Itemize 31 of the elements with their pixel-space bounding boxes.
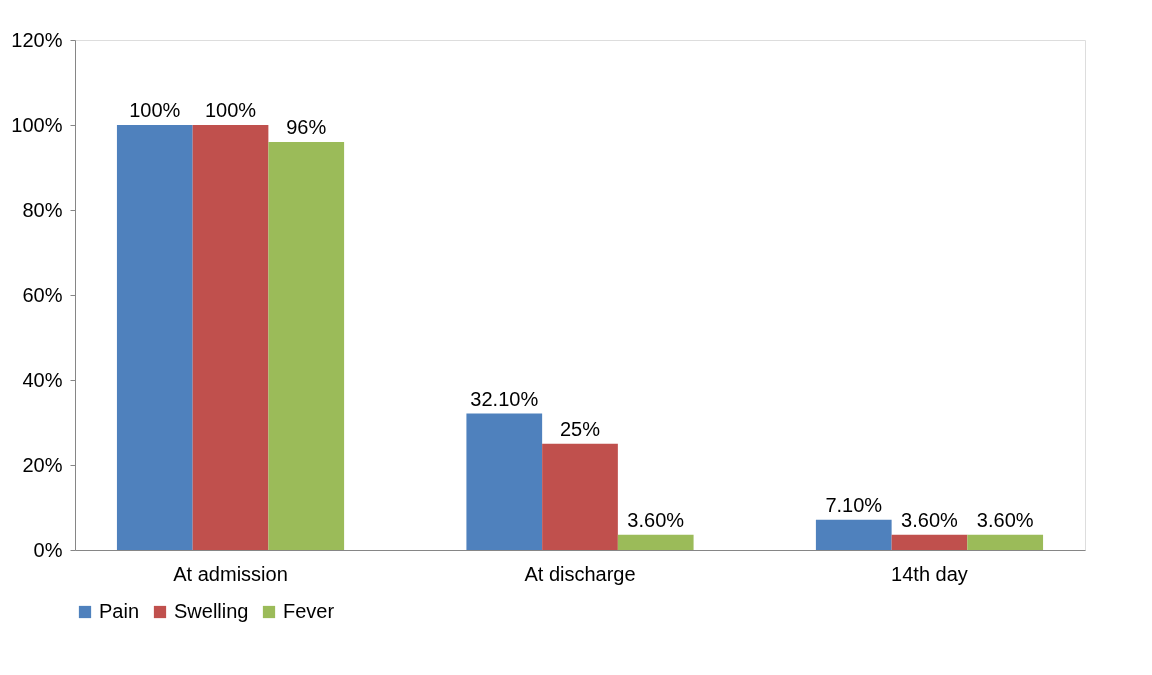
data-label: 3.60% [976, 508, 1034, 531]
data-label: 32.10% [470, 387, 539, 410]
data-label: 100% [204, 99, 257, 121]
bar [192, 125, 269, 550]
y-tick-label: 100% [11, 113, 63, 136]
x-tick-label: At admission [173, 562, 288, 585]
bar [268, 142, 345, 550]
data-label: 3.60% [627, 508, 685, 531]
data-label: 25% [559, 417, 601, 440]
data-label: 100% [129, 99, 181, 121]
y-tick-label: 0% [33, 538, 63, 561]
legend-label: Fever [283, 600, 335, 622]
bar [116, 125, 193, 550]
y-tick-label: 40% [22, 368, 63, 391]
legend-label: Pain [99, 600, 140, 622]
bar [542, 443, 618, 550]
x-tick-label: 14th day [891, 562, 968, 585]
bar [967, 534, 1044, 550]
bar [466, 413, 543, 550]
legend-label: Swelling [174, 600, 249, 622]
y-tick-label: 80% [22, 198, 63, 221]
bar [617, 534, 694, 550]
bar [891, 534, 968, 550]
data-label: 7.10% [825, 493, 883, 516]
y-tick-label: 120% [11, 28, 63, 51]
x-tick-label: At discharge [524, 562, 636, 585]
bar [815, 519, 892, 550]
y-tick-label: 60% [22, 283, 63, 306]
y-tick-label: 20% [22, 453, 63, 476]
data-label: 3.60% [901, 508, 959, 531]
data-label: 96% [286, 116, 327, 138]
